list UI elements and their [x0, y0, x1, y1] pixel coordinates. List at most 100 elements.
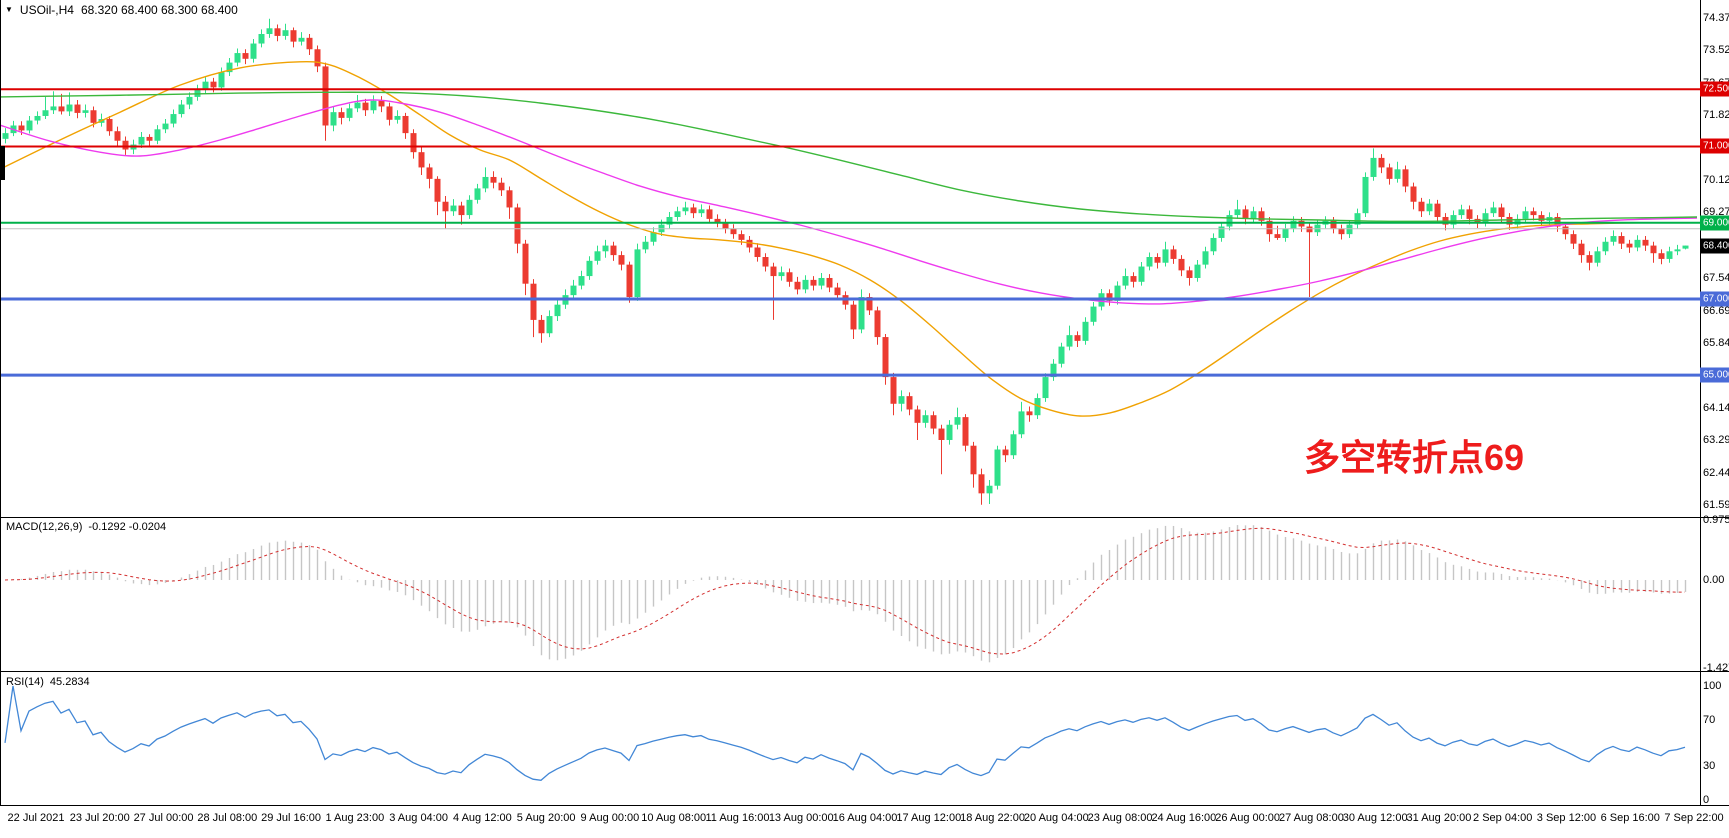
macd-name: MACD(12,26,9) — [6, 521, 83, 533]
candle-body — [1130, 276, 1137, 282]
rsi-indicator-label: RSI(14) 45.2834 — [6, 676, 90, 688]
price-axis-label: 70.120 — [1703, 174, 1729, 186]
candle-body — [778, 272, 785, 277]
candle-body — [258, 34, 265, 44]
candle-body — [1026, 411, 1033, 416]
candle-body — [1378, 157, 1385, 168]
candle-body — [594, 251, 601, 261]
candle-body — [58, 106, 65, 112]
candle-body — [826, 277, 833, 288]
candle-body — [1074, 335, 1081, 341]
candle-body — [298, 37, 305, 42]
symbol-dropdown-icon[interactable]: ▼ — [5, 5, 13, 14]
candle-body — [1634, 239, 1641, 248]
chart-annotation-text: 多空转折点69 — [1304, 437, 1525, 478]
macd-indicator-label: MACD(12,26,9) -0.1292 -0.0204 — [6, 521, 166, 533]
candle-body — [1178, 258, 1185, 271]
candle-body — [746, 239, 753, 248]
candle-body — [706, 209, 713, 219]
candle-body — [786, 272, 793, 282]
candle-body — [1306, 226, 1313, 233]
candle-body — [498, 182, 505, 191]
candle-body — [482, 176, 489, 189]
candle-body — [346, 108, 353, 118]
candle-body — [682, 207, 689, 212]
candle-body — [1050, 363, 1057, 378]
price-axis-label: 66.695 — [1703, 304, 1729, 317]
candle-body — [1386, 167, 1393, 179]
candle-body — [1586, 255, 1593, 263]
rsi-axis-label: 30 — [1703, 759, 1716, 772]
candle-body — [938, 428, 945, 440]
candle-body — [322, 66, 329, 126]
candle-body — [770, 266, 777, 277]
candle-body — [1226, 215, 1233, 227]
candle-body — [82, 110, 89, 113]
candle-body — [514, 207, 521, 244]
candle-body — [794, 281, 801, 290]
candle-body — [1602, 241, 1609, 252]
candle-body — [90, 110, 97, 123]
time-axis-label: 6 Sep 16:00 — [1600, 812, 1660, 824]
candle-body — [1146, 257, 1153, 267]
candle-body — [1218, 226, 1225, 238]
candle-body — [714, 218, 721, 223]
candle-body — [162, 123, 169, 130]
candle-body — [1658, 253, 1665, 259]
time-axis-label: 31 Aug 20:00 — [1406, 812, 1472, 824]
hline-price-box: 71.000 — [1700, 138, 1729, 154]
candle-body — [1090, 306, 1097, 322]
candle-body — [1562, 226, 1569, 235]
time-axis-label: 1 Aug 23:00 — [325, 812, 385, 824]
rsi-value: 45.2834 — [49, 676, 90, 688]
candle-body — [1194, 264, 1201, 278]
candle-body — [874, 310, 881, 338]
candle-body — [1354, 213, 1361, 225]
candle-body — [194, 89, 201, 97]
candle-body — [858, 297, 865, 330]
candle-body — [394, 115, 401, 120]
hline-price-box: 67.000 — [1700, 291, 1729, 307]
candle-body — [202, 81, 209, 90]
time-axis-label: 23 Jul 20:00 — [69, 812, 130, 824]
candle-body — [1642, 239, 1649, 246]
candle-body — [1498, 207, 1505, 217]
candle-body — [170, 114, 177, 124]
candle-body — [450, 205, 457, 212]
time-axis-label: 23 Aug 08:00 — [1087, 812, 1153, 824]
candle-body — [818, 277, 825, 286]
macd-values: -0.1292 -0.0204 — [88, 521, 167, 533]
candle-body — [802, 279, 809, 290]
time-axis-label: 7 Sep 22:00 — [1664, 812, 1724, 824]
candle-body — [850, 304, 857, 330]
candle-body — [1018, 411, 1025, 435]
candle-body — [738, 234, 745, 240]
candle-body — [954, 417, 961, 425]
candle-body — [330, 112, 337, 126]
rsi-line — [4, 685, 1686, 781]
time-axis-label: 18 Aug 22:00 — [960, 812, 1025, 824]
candle-body — [1282, 228, 1289, 238]
candle-body — [242, 53, 249, 59]
candle-body — [402, 115, 409, 134]
candle-body — [1418, 201, 1425, 212]
price-axis-label: 67.545 — [1703, 272, 1729, 285]
candle-body — [618, 255, 625, 265]
price-axis-label: 62.445 — [1703, 466, 1729, 479]
candle-body — [1338, 228, 1345, 235]
candle-body — [1450, 215, 1457, 225]
candle-body — [1162, 249, 1169, 263]
candle-body — [642, 241, 649, 250]
time-axis-label: 5 Aug 20:00 — [516, 812, 576, 824]
candle-body — [1490, 207, 1497, 214]
candle-body — [1674, 249, 1681, 252]
candle-body — [762, 257, 769, 267]
candle-body — [666, 216, 673, 225]
candle-body — [1202, 251, 1209, 265]
time-axis-label: 26 Aug 00:00 — [1215, 812, 1281, 824]
candle-body — [274, 28, 281, 36]
time-axis-label: 10 Aug 08:00 — [641, 812, 707, 824]
